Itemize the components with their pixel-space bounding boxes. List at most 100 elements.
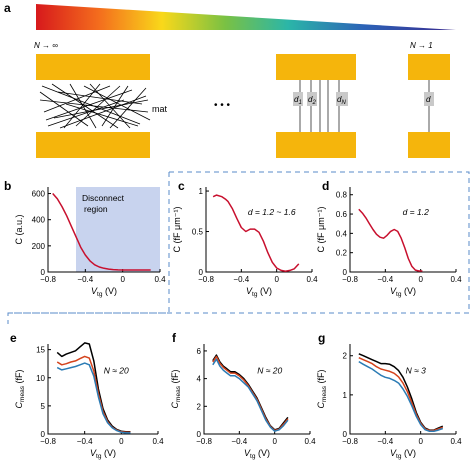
- panel-label-c: c: [178, 179, 185, 193]
- label-n-one: N → 1: [410, 41, 433, 50]
- nanotube-14: [89, 83, 131, 129]
- chart-f: −0.8 −0.4 0 0.4 0 2 4 6 Vtg (V) Cmeas (fF) N ≈ 20: [170, 344, 316, 460]
- axes-c: [205, 187, 312, 273]
- ytick-c-2: 1: [199, 187, 204, 196]
- ylabel-d: C (fF μm⁻¹): [316, 207, 326, 253]
- xtick-d-3: 0.4: [450, 275, 462, 284]
- xtick-b-3: 0.4: [154, 275, 166, 284]
- panel-label-b: b: [4, 179, 11, 193]
- nanotube-mat: [39, 83, 151, 129]
- nanotube-9: [75, 85, 121, 127]
- charts: Disconnect region−0.8 −0.4 0 0.40200400600Vt…: [14, 187, 462, 460]
- nanotube-10: [57, 91, 143, 105]
- mat-label: mat: [152, 104, 168, 114]
- xtick-d-2: 0: [418, 275, 423, 284]
- annotation-d: d = 1.2: [403, 207, 430, 217]
- ytick-c-0: 0: [199, 268, 204, 277]
- annotation-g: N ≈ 3: [406, 366, 427, 376]
- axes-d: [349, 187, 456, 273]
- series-line-e-0: [56, 342, 131, 433]
- dashed-frame: [7, 171, 470, 324]
- axes-f: [203, 344, 310, 435]
- annotation-e: N ≈ 20: [104, 366, 129, 376]
- ytick-g-1: 1: [343, 391, 348, 400]
- ellipsis: • • •: [214, 100, 231, 111]
- xtick-f-2: 0: [272, 437, 277, 446]
- electrode-bottom-middle: [276, 132, 356, 158]
- electrode-top-middle: [276, 54, 356, 80]
- series-line-c-0: [212, 194, 300, 272]
- xtick-c-0: −0.8: [198, 275, 214, 284]
- ytick-g-0: 0: [343, 430, 348, 439]
- series-line-e-2: [56, 362, 131, 434]
- series-line-f-2: [212, 358, 289, 432]
- xtick-f-0: −0.8: [196, 437, 212, 446]
- ytick-d-4: 0.8: [336, 191, 348, 200]
- xlabel-g: Vtg (V): [390, 448, 416, 460]
- panel-label-g: g: [318, 331, 325, 345]
- rainbow-wedge: [36, 4, 456, 30]
- panel-label-d: d: [322, 179, 329, 193]
- d1-label: d1: [294, 95, 302, 106]
- nanotube-17: [53, 99, 149, 119]
- xlabel-e: Vtg (V): [90, 448, 116, 460]
- xtick-e-3: 0.4: [152, 437, 164, 446]
- series-line-g-2: [358, 360, 444, 433]
- ylabel-f: Cmeas (fF): [170, 370, 182, 409]
- ytick-b-3: 600: [32, 190, 46, 199]
- nanotube-1: [45, 89, 133, 121]
- ylabel-g: Cmeas (fF): [316, 370, 328, 409]
- panel-label-f: f: [172, 331, 177, 345]
- d-box: [424, 92, 434, 106]
- xtick-c-2: 0: [274, 275, 279, 284]
- nanotube-7: [43, 85, 111, 113]
- panel-label-e: e: [10, 331, 17, 345]
- ytick-d-0: 0: [343, 268, 348, 277]
- electrode-bottom-right: [408, 132, 450, 158]
- ytick-b-2: 400: [32, 216, 46, 225]
- xtick-c-1: −0.4: [233, 275, 249, 284]
- ytick-e-2: 10: [36, 374, 45, 383]
- xtick-e-1: −0.4: [77, 437, 93, 446]
- ytick-b-1: 200: [32, 242, 46, 251]
- ytick-d-3: 0.6: [336, 210, 348, 219]
- ytick-d-1: 0.2: [336, 249, 348, 258]
- d-label: d: [426, 95, 431, 104]
- xlabel-c: Vtg (V): [246, 286, 272, 298]
- ytick-f-0: 0: [197, 430, 202, 439]
- ytick-d-2: 0.4: [336, 229, 348, 238]
- xlabel-d: Vtg (V): [390, 286, 416, 298]
- ytick-g-2: 2: [343, 352, 348, 361]
- xtick-f-1: −0.4: [231, 437, 247, 446]
- label-n-infinity: N → ∞: [34, 41, 58, 50]
- disconnect-label: Disconnect region: [82, 193, 125, 214]
- disconnect-region: [76, 187, 160, 272]
- series-line-g-1: [358, 357, 444, 432]
- xtick-f-3: 0.4: [304, 437, 316, 446]
- xtick-c-3: 0.4: [306, 275, 318, 284]
- xtick-b-2: 0: [120, 275, 125, 284]
- series-line-d-0: [358, 208, 423, 272]
- ytick-b-0: 0: [41, 268, 46, 277]
- d2-label: d2: [308, 95, 316, 106]
- nanotube-5: [69, 83, 97, 129]
- axes-e: [47, 344, 158, 435]
- xtick-g-2: 0: [418, 437, 423, 446]
- xtick-d-1: −0.4: [377, 275, 393, 284]
- nanotube-13: [65, 103, 139, 127]
- ytick-f-3: 6: [197, 347, 202, 356]
- ytick-e-0: 0: [41, 430, 46, 439]
- d2-box: [307, 92, 317, 106]
- chart-b: Disconnect region −0.8 −0.4 0 0.4 0 200 400 600 Vt…: [14, 187, 166, 298]
- nanotube-15: [39, 91, 89, 127]
- chart-g: −0.8 −0.4 0 0.4 0 1 2 Vtg (V) Cmeas (fF) N ≈ 3: [316, 344, 462, 460]
- electrode-bottom-left: [36, 132, 150, 158]
- xlabel-f: Vtg (V): [244, 448, 270, 460]
- nanotube-3: [59, 95, 147, 129]
- nanotube-0: [41, 85, 141, 125]
- dn-label: dN: [337, 95, 346, 106]
- nanotube-8: [63, 83, 101, 129]
- ylabel-c: C (fF μm⁻¹): [172, 207, 182, 253]
- ytick-c-1: 0.5: [192, 228, 204, 237]
